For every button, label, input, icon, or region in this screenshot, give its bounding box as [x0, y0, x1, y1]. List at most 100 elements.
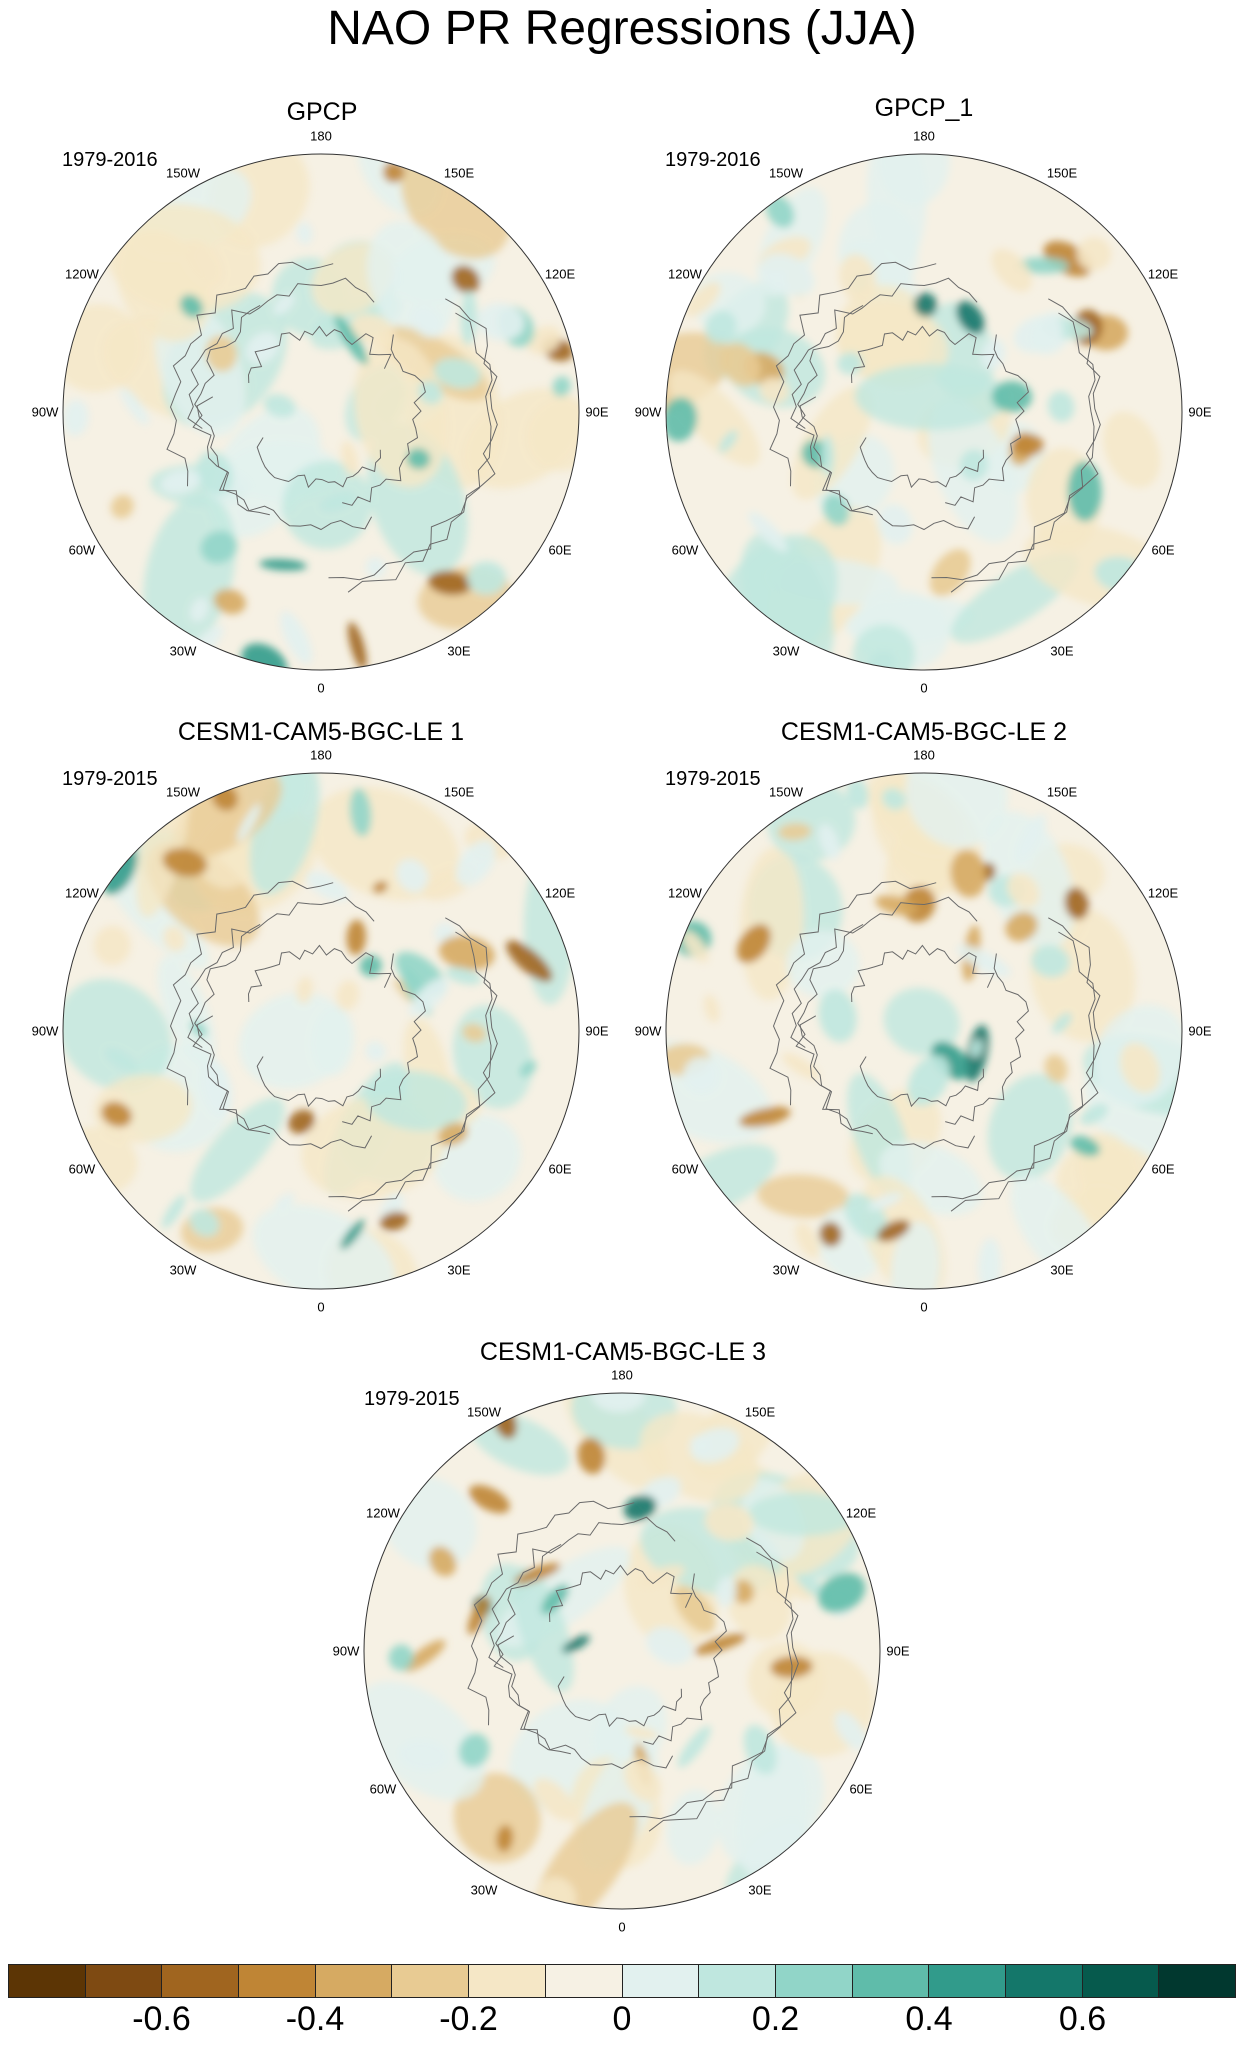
field-patch	[179, 294, 204, 318]
coastline	[850, 944, 995, 1003]
field-patch	[623, 1495, 657, 1521]
colorbar-cell	[392, 1965, 470, 1997]
longitude-label: 60W	[671, 542, 699, 558]
field-patch	[1103, 411, 1161, 488]
field-patch	[683, 1056, 720, 1094]
field-patch	[403, 1639, 446, 1672]
longitude-label: 120W	[64, 885, 99, 901]
field-patch	[819, 1221, 842, 1247]
coastline	[347, 917, 498, 1212]
field-patch	[1047, 391, 1075, 423]
field-patch	[105, 203, 261, 314]
colorbar-cell	[622, 1965, 700, 1997]
longitude-label: 30E	[748, 1882, 772, 1898]
colorbar-cell	[775, 1965, 853, 1997]
field-patch	[477, 303, 525, 341]
longitude-label: 30W	[169, 643, 197, 659]
field-patch	[341, 441, 359, 477]
field-patch	[296, 222, 313, 245]
longitude-label: 60E	[849, 1781, 873, 1797]
field-patch	[821, 434, 834, 478]
field-patch	[1011, 433, 1044, 456]
field-patch	[365, 557, 386, 578]
longitude-label: 60E	[1151, 542, 1175, 558]
field-patch	[239, 992, 351, 1090]
field-patch	[818, 824, 840, 860]
field-patch	[1044, 1054, 1068, 1083]
field-patch	[336, 980, 360, 1011]
colorbar-tick-label: -0.2	[439, 2000, 498, 2038]
field-patch	[881, 788, 906, 810]
longitude-label: 90W	[31, 1023, 59, 1039]
field-patch	[161, 1194, 186, 1229]
coastline	[548, 1564, 693, 1623]
longitude-label: 120E	[1147, 266, 1179, 282]
field-patch	[846, 778, 869, 810]
field-patch	[1031, 945, 1070, 978]
polar-map	[62, 153, 580, 671]
field-patch	[1007, 872, 1040, 908]
colorbar-cell	[929, 1965, 1006, 1997]
longitude-label: 30E	[1050, 643, 1074, 659]
longitude-label: 180	[913, 128, 935, 144]
field-patch	[213, 588, 246, 615]
coastline	[196, 1015, 373, 1150]
field-patch	[365, 1070, 467, 1131]
field-patch	[704, 1503, 754, 1541]
coastline	[950, 298, 1101, 593]
field-patch	[757, 1174, 850, 1218]
colorbar-cell	[9, 1965, 86, 1997]
longitude-label: 90W	[332, 1643, 360, 1659]
field-patch	[263, 394, 296, 418]
longitude-label: 90W	[31, 404, 59, 420]
colorbar-tick-label: 0.4	[905, 2000, 953, 2038]
period-label: 1979-2016	[665, 149, 761, 171]
coastline	[769, 880, 937, 1106]
field-patch	[346, 919, 366, 956]
coastline	[859, 437, 985, 489]
period-label: 1979-2015	[665, 768, 761, 790]
field-patch	[883, 987, 960, 1056]
field-patch	[1064, 887, 1089, 920]
panel-title: CESM1-CAM5-BGC-LE 1	[177, 718, 465, 746]
panel-title: CESM1-CAM5-BGC-LE 3	[479, 1338, 767, 1366]
longitude-label: 30W	[772, 643, 800, 659]
longitude-label: 150E	[744, 1404, 776, 1420]
longitude-label: 90E	[585, 1023, 609, 1039]
period-label: 1979-2015	[62, 768, 158, 790]
colorbar-tick-label: 0.6	[1058, 2000, 1107, 2038]
field-patch	[956, 944, 1011, 977]
field-patch	[854, 363, 1008, 431]
coastline	[166, 880, 334, 1106]
field-patch	[410, 304, 445, 338]
field-patch	[526, 397, 579, 472]
colorbar-tick-label: 0.2	[751, 2000, 800, 2038]
longitude-label: 60W	[68, 1161, 96, 1177]
field-patch	[388, 1644, 414, 1671]
coastline	[859, 1056, 985, 1108]
coastline	[256, 437, 382, 489]
longitude-label: 150E	[1046, 784, 1078, 800]
coastline	[497, 1635, 674, 1770]
field-patch	[513, 1563, 561, 1585]
field-patch	[334, 315, 368, 365]
field-patch	[163, 925, 186, 952]
field-patch	[93, 925, 131, 966]
field-patch	[196, 451, 234, 496]
field-patch	[101, 1101, 132, 1127]
field-patch	[347, 622, 367, 670]
coastline	[342, 953, 426, 1125]
field-patch	[818, 989, 857, 1043]
coastline	[166, 261, 334, 487]
field-patch	[349, 788, 372, 837]
colorbar-cell	[545, 1965, 623, 1997]
field-patch	[959, 449, 989, 481]
field-patch	[795, 1222, 820, 1258]
longitude-label: 120E	[1147, 885, 1179, 901]
longitude-label: 120W	[64, 266, 99, 282]
field-patch	[398, 1739, 449, 1771]
field-patch	[110, 494, 134, 519]
longitude-label: 60W	[369, 1781, 397, 1797]
polar-map	[363, 1392, 881, 1910]
field-patch	[372, 881, 388, 894]
